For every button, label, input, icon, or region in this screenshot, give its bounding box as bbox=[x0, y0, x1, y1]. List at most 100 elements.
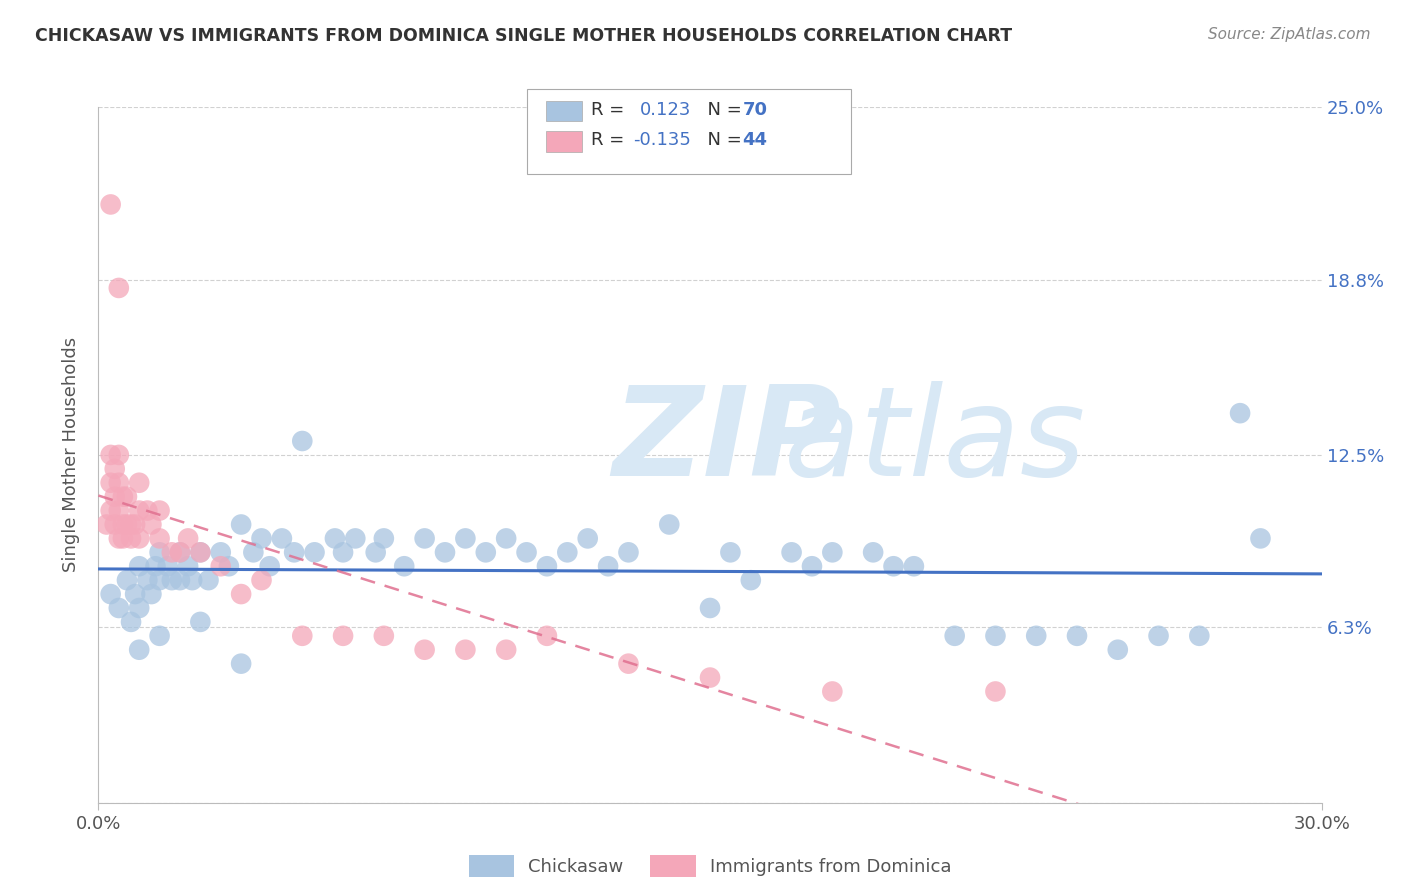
Point bbox=[115, 490, 138, 504]
Point bbox=[149, 545, 172, 559]
Point bbox=[821, 684, 844, 698]
Text: 70: 70 bbox=[742, 101, 768, 119]
Point bbox=[259, 559, 281, 574]
Point bbox=[111, 532, 134, 546]
Text: N =: N = bbox=[696, 101, 748, 119]
Point bbox=[576, 532, 599, 546]
Point bbox=[304, 545, 326, 559]
Point bbox=[536, 559, 558, 574]
Point bbox=[658, 517, 681, 532]
Point bbox=[100, 475, 122, 490]
Point bbox=[124, 587, 146, 601]
Legend: Chickasaw, Immigrants from Dominica: Chickasaw, Immigrants from Dominica bbox=[461, 847, 959, 884]
Point bbox=[740, 573, 762, 587]
Point bbox=[160, 545, 183, 559]
Point bbox=[392, 559, 416, 574]
Point bbox=[169, 573, 191, 587]
Point bbox=[474, 545, 498, 559]
Point bbox=[177, 532, 200, 546]
Point bbox=[231, 657, 253, 671]
Point bbox=[145, 559, 167, 574]
Point bbox=[209, 545, 232, 559]
Point bbox=[801, 559, 824, 574]
Point bbox=[1249, 532, 1271, 546]
Point bbox=[100, 197, 122, 211]
Text: Source: ZipAtlas.com: Source: ZipAtlas.com bbox=[1208, 27, 1371, 42]
Point bbox=[128, 642, 150, 657]
Point bbox=[100, 503, 122, 517]
Point bbox=[111, 517, 134, 532]
Point bbox=[128, 532, 150, 546]
Point bbox=[1147, 629, 1170, 643]
Point bbox=[177, 559, 200, 574]
Point bbox=[104, 462, 127, 476]
Text: CHICKASAW VS IMMIGRANTS FROM DOMINICA SINGLE MOTHER HOUSEHOLDS CORRELATION CHART: CHICKASAW VS IMMIGRANTS FROM DOMINICA SI… bbox=[35, 27, 1012, 45]
Point bbox=[270, 532, 294, 546]
Point bbox=[373, 532, 395, 546]
Point bbox=[1025, 629, 1047, 643]
Point bbox=[903, 559, 925, 574]
Point bbox=[136, 503, 159, 517]
Point bbox=[720, 545, 742, 559]
Point bbox=[128, 503, 150, 517]
Point bbox=[1229, 406, 1251, 420]
Point bbox=[115, 517, 138, 532]
Point bbox=[1066, 629, 1088, 643]
Text: ZIP: ZIP bbox=[612, 381, 841, 501]
Point bbox=[291, 629, 314, 643]
Point bbox=[536, 629, 558, 643]
Point bbox=[136, 573, 159, 587]
Point bbox=[141, 517, 163, 532]
Text: -0.135: -0.135 bbox=[633, 131, 690, 149]
Point bbox=[332, 629, 354, 643]
Point bbox=[250, 573, 273, 587]
Point bbox=[984, 629, 1007, 643]
Point bbox=[96, 517, 118, 532]
Point bbox=[128, 475, 150, 490]
Point bbox=[160, 573, 183, 587]
Point bbox=[100, 448, 122, 462]
Point bbox=[862, 545, 884, 559]
Text: 0.123: 0.123 bbox=[640, 101, 692, 119]
Point bbox=[169, 545, 191, 559]
Point bbox=[699, 671, 721, 685]
Point bbox=[434, 545, 457, 559]
Point bbox=[149, 573, 172, 587]
Y-axis label: Single Mother Households: Single Mother Households bbox=[62, 337, 80, 573]
Point bbox=[108, 532, 131, 546]
Point bbox=[100, 587, 122, 601]
Point bbox=[495, 642, 517, 657]
Point bbox=[108, 601, 131, 615]
Point bbox=[209, 559, 232, 574]
Point bbox=[454, 642, 477, 657]
Point bbox=[344, 532, 367, 546]
Point bbox=[108, 503, 131, 517]
Point bbox=[373, 629, 395, 643]
Point bbox=[699, 601, 721, 615]
Point bbox=[104, 490, 127, 504]
Point bbox=[197, 573, 219, 587]
Point bbox=[169, 545, 191, 559]
Point bbox=[1107, 642, 1129, 657]
Point bbox=[188, 545, 212, 559]
Point bbox=[557, 545, 579, 559]
Point bbox=[516, 545, 538, 559]
Point bbox=[108, 475, 131, 490]
Point bbox=[149, 503, 172, 517]
Point bbox=[120, 615, 142, 629]
Point bbox=[115, 573, 138, 587]
Point bbox=[984, 684, 1007, 698]
Point bbox=[291, 434, 314, 448]
Point bbox=[332, 545, 354, 559]
Point bbox=[149, 532, 172, 546]
Text: atlas: atlas bbox=[783, 381, 1085, 501]
Point bbox=[780, 545, 803, 559]
Text: 44: 44 bbox=[742, 131, 768, 149]
Point bbox=[218, 559, 240, 574]
Point bbox=[495, 532, 517, 546]
Text: R =: R = bbox=[591, 131, 630, 149]
Point bbox=[364, 545, 387, 559]
Point bbox=[104, 517, 127, 532]
Text: N =: N = bbox=[696, 131, 748, 149]
Point bbox=[108, 448, 131, 462]
